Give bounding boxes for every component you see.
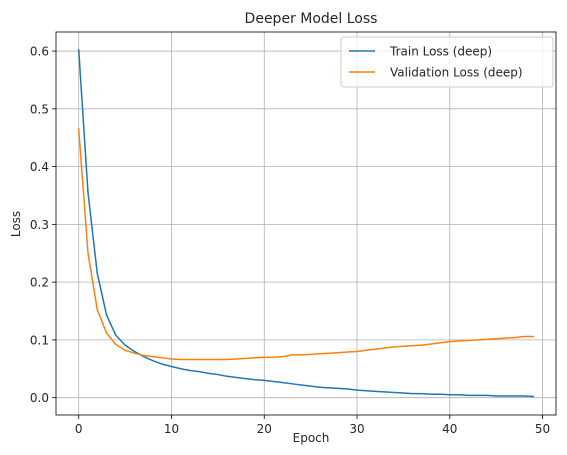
x-tick-label: 20 bbox=[257, 422, 272, 436]
legend: Train Loss (deep) Validation Loss (deep) bbox=[341, 37, 553, 87]
x-tick-label: 40 bbox=[442, 422, 457, 436]
x-tick-label: 50 bbox=[535, 422, 550, 436]
y-tick-label: 0.2 bbox=[30, 276, 49, 290]
x-tick-label: 10 bbox=[164, 422, 179, 436]
y-tick-label: 0.5 bbox=[30, 102, 49, 116]
y-tick-label: 0.4 bbox=[30, 160, 49, 174]
legend-label-train: Train Loss (deep) bbox=[389, 45, 492, 59]
legend-label-validation: Validation Loss (deep) bbox=[390, 66, 523, 80]
x-tick-label: 0 bbox=[75, 422, 83, 436]
y-tick-label: 0.3 bbox=[30, 218, 49, 232]
x-axis-label: Epoch bbox=[293, 431, 330, 445]
y-tick-label: 0.0 bbox=[30, 391, 49, 405]
y-tick-label: 0.6 bbox=[30, 45, 49, 59]
y-tick-label: 0.1 bbox=[30, 333, 49, 347]
chart-title: Deeper Model Loss bbox=[245, 11, 378, 27]
y-axis-label: Loss bbox=[9, 211, 23, 237]
x-tick-label: 30 bbox=[349, 422, 364, 436]
